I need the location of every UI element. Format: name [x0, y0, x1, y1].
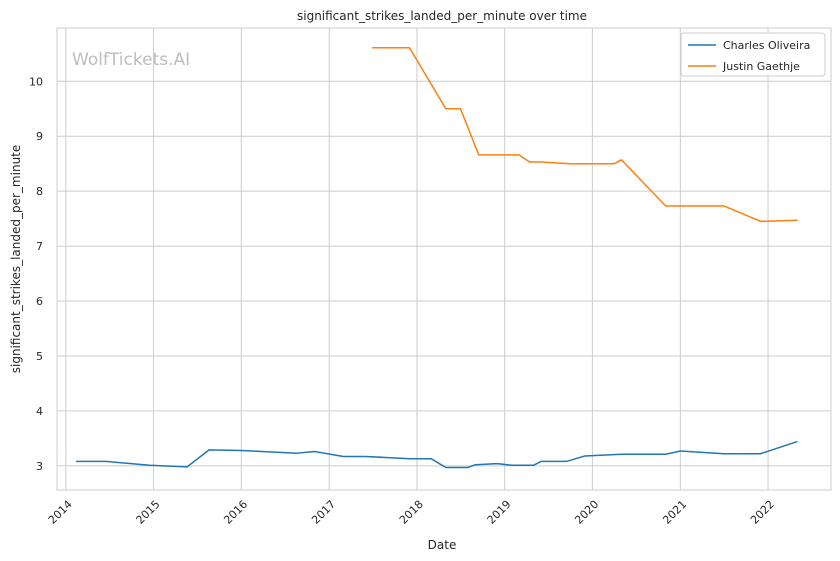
legend-box: [680, 32, 826, 77]
y-axis-label: significant_strikes_landed_per_minute: [9, 145, 23, 374]
series-line-charles-oliveira: [75, 440, 798, 469]
y-tick-label: 6: [36, 295, 43, 308]
y-axis-ticks: 3 4 5 6 7 8 9 10: [29, 75, 43, 473]
grid-lines: [57, 28, 831, 490]
legend-label: Justin Gaethje: [722, 60, 800, 73]
legend: Charles Oliveira Justin Gaethje: [680, 32, 826, 77]
y-tick-label: 10: [29, 75, 43, 88]
y-tick-label: 8: [36, 185, 43, 198]
y-tick-label: 4: [36, 405, 43, 418]
plot-frame: [56, 27, 832, 491]
y-tick-label: 9: [36, 130, 43, 143]
series-line-justin-gaethje: [372, 47, 798, 223]
chart-title: significant_strikes_landed_per_minute ov…: [297, 9, 587, 23]
series-layer: [75, 47, 798, 469]
watermark: WolfTickets.AI: [72, 50, 190, 70]
y-tick-label: 7: [36, 240, 43, 253]
x-axis-label: Date: [428, 538, 457, 552]
legend-label: Charles Oliveira: [723, 39, 810, 52]
y-tick-label: 5: [36, 350, 43, 363]
y-tick-label: 3: [36, 460, 43, 473]
